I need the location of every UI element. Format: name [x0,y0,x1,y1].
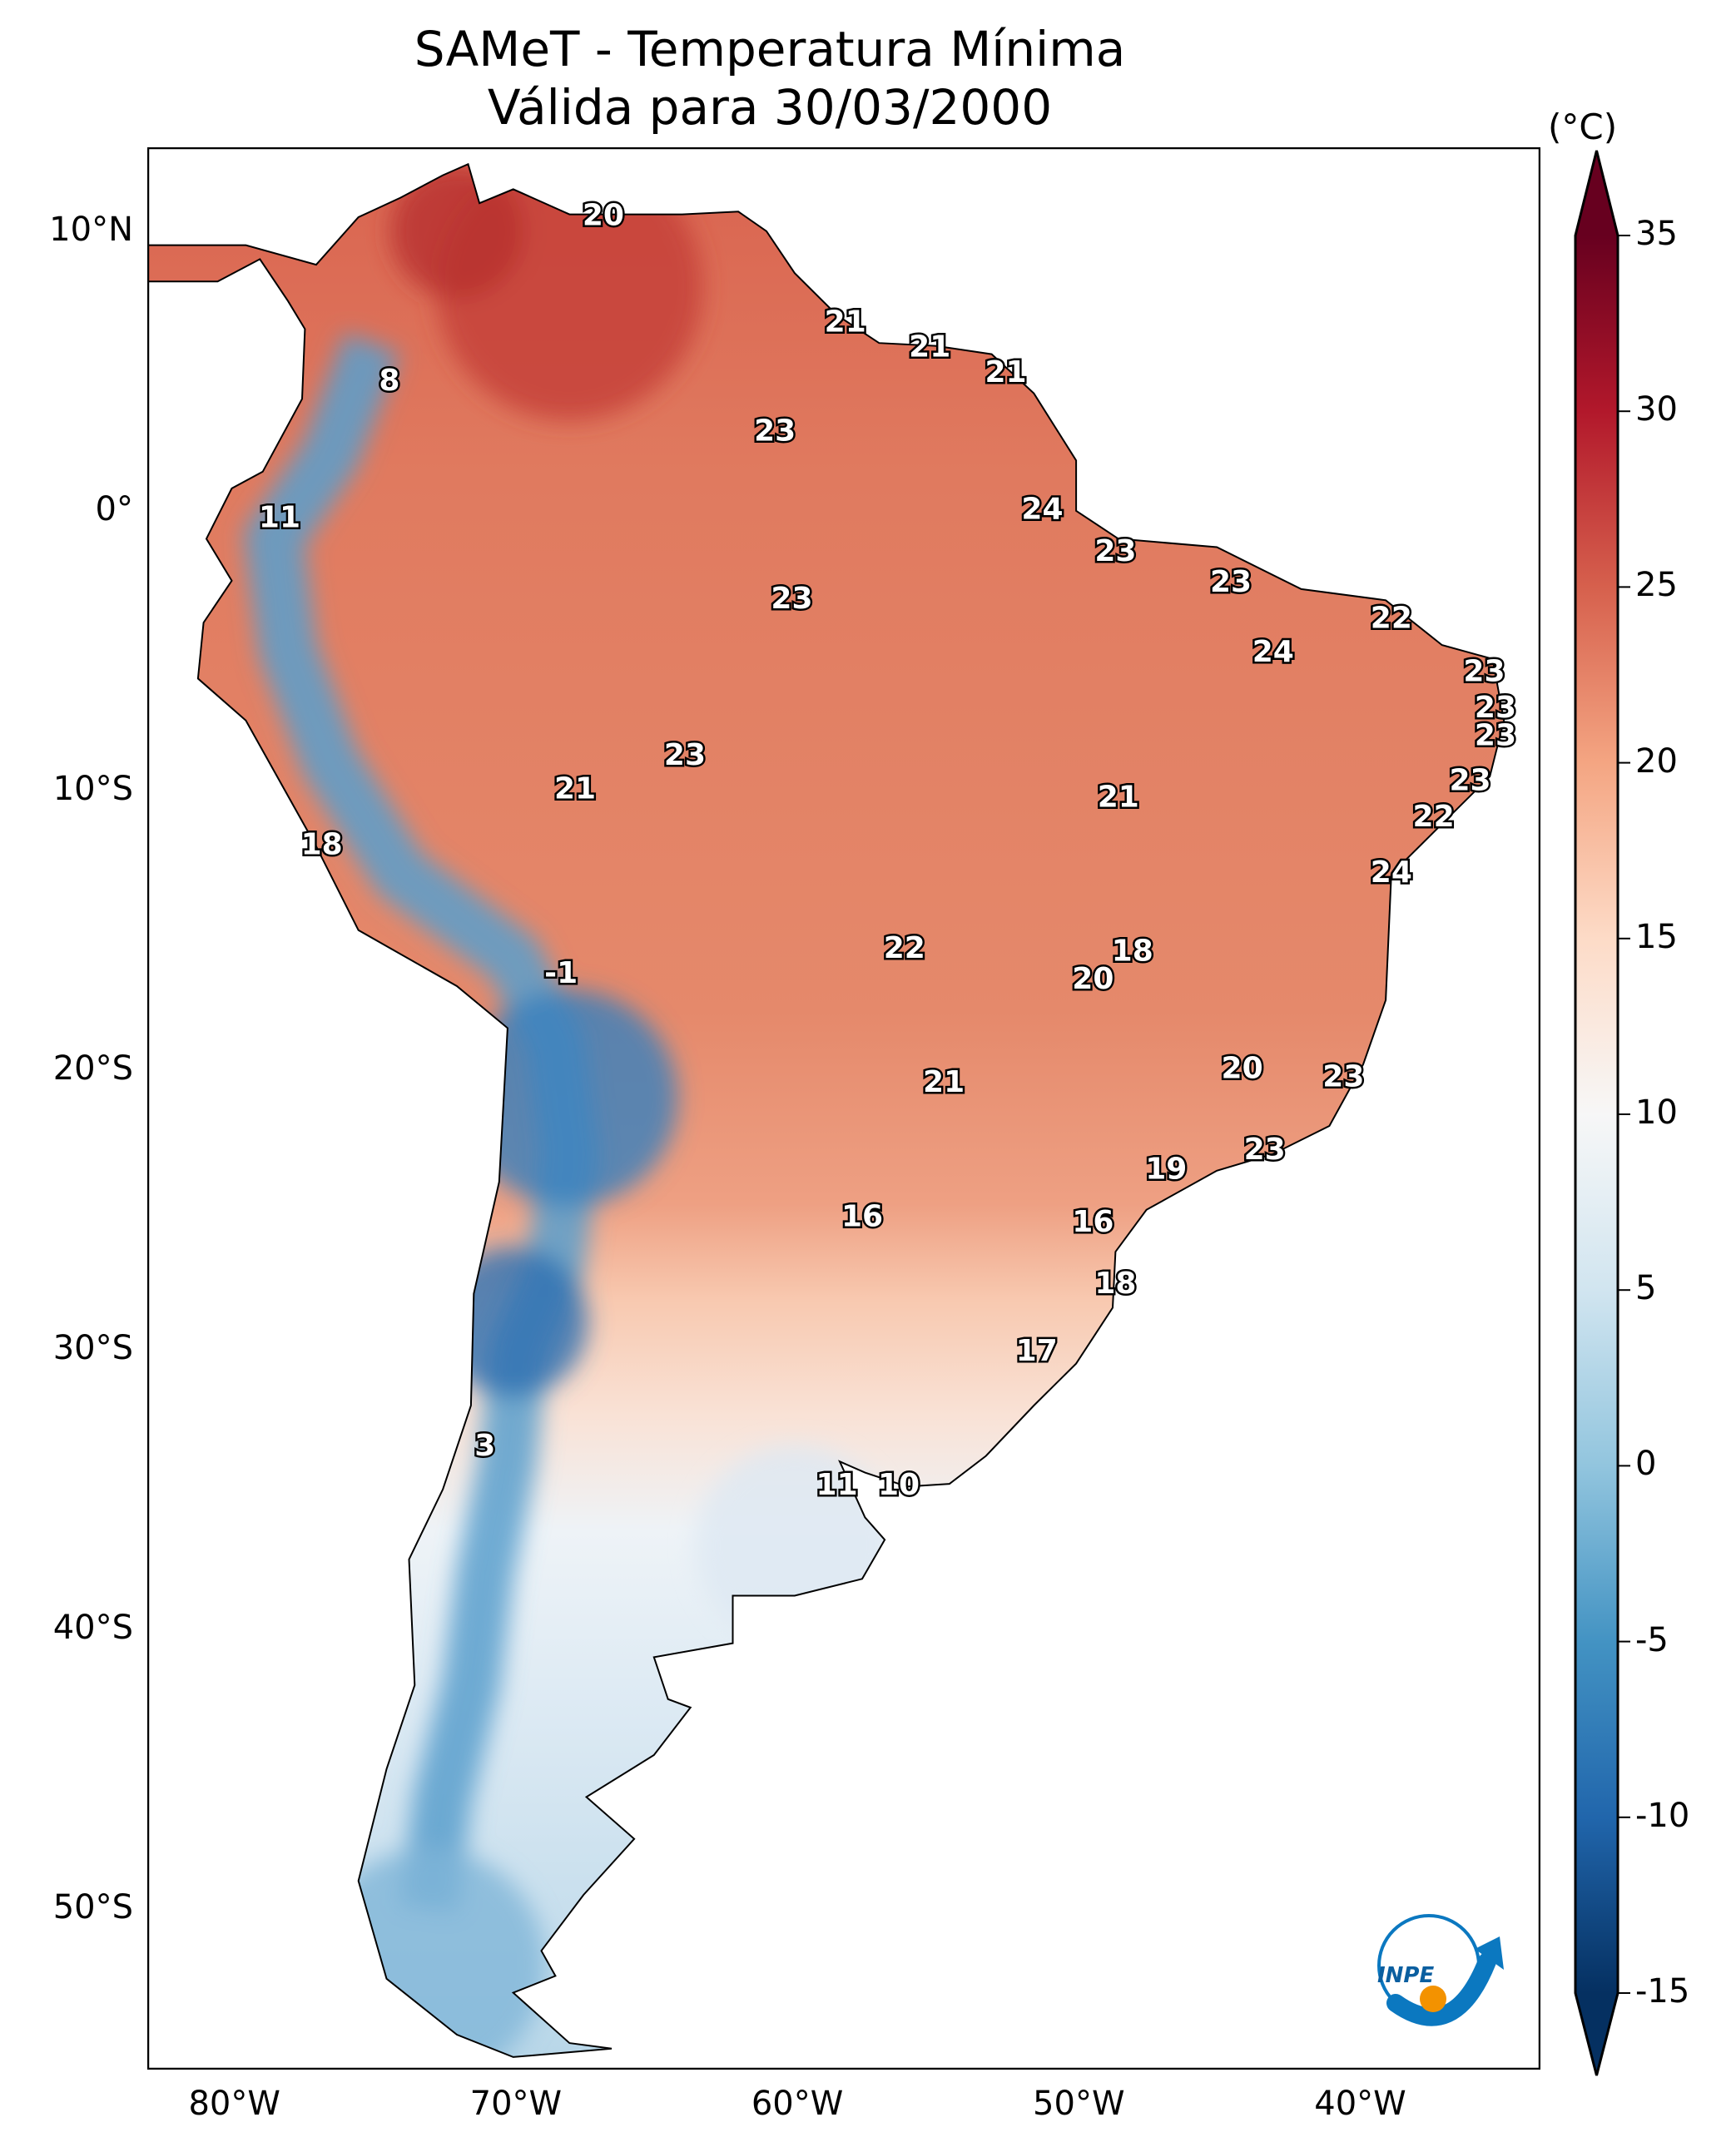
station-label: 18 [1112,934,1153,968]
y-tick-label: 40°S [52,1608,133,1647]
colorbar-tick-label: 30 [1635,390,1678,429]
y-tick-label: 10°N [49,210,133,249]
station-label: 20 [1072,962,1114,996]
inpe-logo: INPE [1377,1914,1504,2026]
station-label: 11 [259,501,300,535]
station-label: 10 [878,1468,920,1502]
colorbar [1574,150,1630,2076]
coastline [147,162,1505,2058]
station-label: 23 [1322,1060,1364,1094]
colorbar-unit: (°C) [1548,107,1618,147]
station-label: 23 [1449,763,1490,797]
colorbar-tick-label: 25 [1635,566,1678,605]
station-label: 22 [884,931,925,965]
station-label: 23 [754,414,796,448]
station-label: 23 [1210,565,1252,599]
station-label: 19 [1145,1152,1187,1186]
station-label: 17 [1016,1334,1058,1368]
x-tick-label: 60°W [751,2085,844,2123]
map-subtitle: Válida para 30/03/2000 [487,79,1053,136]
station-label: 23 [1475,719,1516,753]
colorbar-gradient [1575,236,1618,1993]
station-label: 18 [301,828,343,862]
station-label: 21 [909,330,950,364]
station-label: 20 [1222,1051,1263,1085]
svg-text:INPE: INPE [1377,1963,1434,1988]
station-label: 24 [1371,855,1412,890]
station-label: 23 [1244,1133,1286,1167]
plot-frame [147,147,1540,2070]
x-tick-label: 80°W [188,2085,280,2123]
x-tick-label: 40°W [1314,2085,1406,2123]
station-label: 23 [1094,534,1136,568]
station-label: 24 [1021,492,1063,526]
y-tick-label: 10°S [52,769,133,808]
station-label: 23 [771,582,812,616]
station-label: 20 [583,199,624,233]
station-label: 21 [554,771,596,806]
colorbar-tick-label: 35 [1635,215,1678,253]
station-label: 16 [1072,1205,1114,1239]
x-tick-label: 50°W [1033,2085,1125,2123]
station-label: 23 [1475,691,1516,725]
station-label: 3 [474,1429,495,1463]
colorbar-tick-label: 20 [1635,741,1678,781]
station-label: 18 [1094,1267,1136,1301]
colorbar-tick-label: 10 [1635,1093,1678,1132]
station-label: 21 [825,305,866,339]
y-tick-label: 50°S [52,1887,133,1926]
station-label: 22 [1413,800,1455,834]
station-label: 24 [1252,635,1294,669]
station-label: 23 [1463,654,1505,688]
colorbar-tick-label: 5 [1635,1269,1657,1308]
colorbar-tick-label: 15 [1635,917,1678,956]
y-tick-label: 30°S [52,1328,133,1367]
colorbar-tick-label: 0 [1635,1445,1657,1484]
station-label: 16 [841,1200,883,1234]
map-title: SAMeT - Temperatura Mínima [414,21,1126,77]
y-tick-label: 0° [95,489,133,528]
station-label: 22 [1371,601,1412,635]
station-label: 21 [923,1065,965,1099]
station-label: 23 [664,738,706,772]
station-label: 21 [985,355,1026,389]
colorbar-tick-label: -10 [1635,1796,1690,1835]
station-label: -1 [544,956,578,990]
colorbar-tick-label: -15 [1635,1972,1690,2011]
station-label: 21 [1098,781,1139,815]
y-tick-label: 20°S [52,1049,133,1088]
colorbar-max-extend [1575,151,1618,236]
temperature-anomaly [461,989,678,1207]
station-label: 11 [816,1468,858,1502]
colorbar-tick-label: -5 [1635,1620,1669,1659]
x-tick-label: 70°W [469,2085,563,2123]
station-label: 8 [379,364,399,398]
colorbar-min-extend [1575,1993,1618,2075]
